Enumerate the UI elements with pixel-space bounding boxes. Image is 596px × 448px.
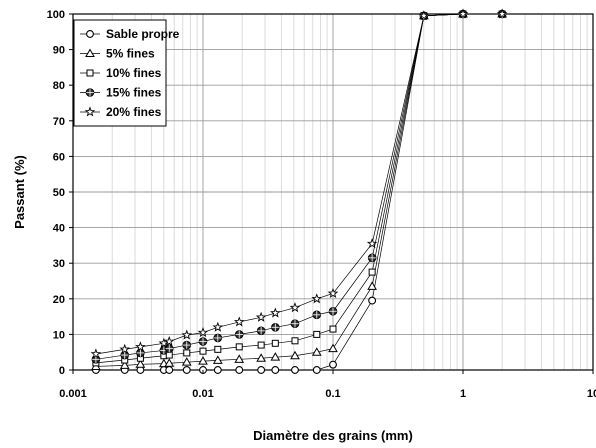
y-tick-label: 0	[59, 365, 65, 377]
y-tick-label: 80	[53, 80, 65, 92]
legend-label: 10% fines	[106, 66, 162, 80]
data-point-series-0	[312, 366, 321, 374]
y-tick-label: 30	[53, 258, 65, 270]
data-point-series-4	[327, 287, 339, 298]
data-point-series-1	[164, 358, 175, 367]
data-point-series-1	[328, 343, 338, 353]
data-point-series-3	[234, 330, 244, 339]
data-point-series-0	[368, 296, 377, 305]
data-point-series-3	[328, 306, 338, 316]
data-point-series-3	[182, 340, 192, 350]
data-point-series-4	[496, 8, 508, 19]
data-point-series-4	[418, 10, 430, 21]
legend: Sable propre 5% fines 10% fines 15% fines 20…	[73, 19, 180, 127]
data-point-series-2	[183, 349, 191, 357]
y-tick-label: 70	[53, 116, 65, 128]
legend-marker	[86, 69, 94, 77]
data-point-series-1	[256, 353, 266, 362]
data-point-series-2	[271, 339, 279, 347]
series-line-4	[95, 13, 503, 355]
y-tick-label: 50	[53, 187, 65, 199]
data-point-series-1	[181, 357, 192, 366]
y-tick-label: 100	[47, 9, 65, 21]
data-point-series-2	[329, 325, 337, 333]
data-point-series-3	[271, 322, 280, 332]
data-point-series-3	[213, 333, 223, 343]
y-tick-label: 40	[53, 223, 65, 235]
series-markers	[90, 8, 508, 374]
data-point-series-1	[290, 350, 300, 360]
x-axis-title: Diamètre des grains (mm)	[253, 428, 413, 443]
legend-marker	[84, 106, 96, 117]
data-point-series-1	[198, 356, 208, 365]
legend-marker	[86, 30, 94, 38]
data-point-series-2	[257, 341, 265, 349]
data-point-series-0	[235, 366, 244, 374]
legend-label: 5% fines	[106, 47, 155, 61]
data-point-series-1	[119, 360, 130, 369]
data-point-series-2	[291, 337, 299, 345]
x-tick-label: 1	[460, 388, 466, 400]
data-point-series-1	[135, 359, 146, 368]
data-point-series-4	[90, 348, 102, 359]
tick-labels: 0 10 20 30 40 50 60 70 80 90 100 0.001 0.01 0.1 1 10	[47, 9, 596, 400]
data-point-series-4	[270, 307, 281, 318]
data-point-series-4	[311, 293, 323, 304]
x-tick-label: 10	[587, 388, 596, 400]
data-point-series-4	[212, 321, 224, 332]
data-point-series-0	[257, 366, 266, 374]
data-point-series-4	[289, 302, 301, 313]
data-point-series-2	[199, 347, 207, 355]
x-tick-label: 0.01	[192, 388, 213, 400]
data-point-series-3	[290, 319, 300, 329]
data-point-series-4	[135, 341, 146, 352]
data-point-series-1	[234, 354, 245, 363]
data-point-series-4	[163, 335, 175, 347]
data-point-series-4	[255, 311, 267, 322]
data-point-series-2	[235, 343, 243, 351]
data-point-series-3	[312, 310, 322, 320]
y-tick-label: 60	[53, 151, 65, 163]
x-tick-label: 0.1	[325, 388, 340, 400]
legend-label: 15% fines	[106, 86, 162, 100]
data-point-series-4	[366, 238, 378, 249]
series-line-1	[95, 13, 503, 367]
data-point-series-2	[313, 330, 321, 338]
data-point-series-4	[233, 316, 245, 327]
x-tick-label: 0.001	[59, 388, 87, 400]
legend-label: Sable propre	[106, 27, 180, 41]
data-point-series-4	[119, 343, 131, 354]
data-point-series-1	[212, 355, 223, 364]
data-point-series-0	[329, 360, 337, 369]
y-tick-label: 10	[53, 329, 65, 341]
data-point-series-3	[367, 253, 377, 263]
y-tick-label: 20	[53, 294, 65, 306]
data-point-series-0	[165, 366, 174, 374]
y-tick-label: 90	[53, 45, 65, 57]
data-point-series-1	[311, 347, 322, 356]
legend-marker	[85, 88, 95, 97]
data-point-series-0	[213, 366, 222, 374]
data-point-series-4	[197, 327, 209, 338]
legend-label: 20% fines	[106, 105, 162, 119]
data-point-series-4	[457, 8, 469, 19]
data-point-series-0	[182, 366, 191, 374]
data-point-series-1	[367, 281, 377, 290]
data-point-series-2	[368, 268, 376, 276]
data-point-series-1	[270, 352, 281, 361]
data-point-series-3	[198, 337, 208, 346]
legend-marker	[85, 48, 95, 57]
data-point-series-3	[164, 344, 174, 353]
data-point-series-2	[214, 345, 222, 353]
data-point-series-0	[291, 366, 299, 374]
data-point-series-0	[271, 366, 280, 374]
data-point-series-4	[181, 329, 193, 340]
y-axis-title: Passant (%)	[12, 155, 27, 229]
data-point-series-3	[256, 326, 266, 336]
series-line-2	[95, 13, 503, 364]
